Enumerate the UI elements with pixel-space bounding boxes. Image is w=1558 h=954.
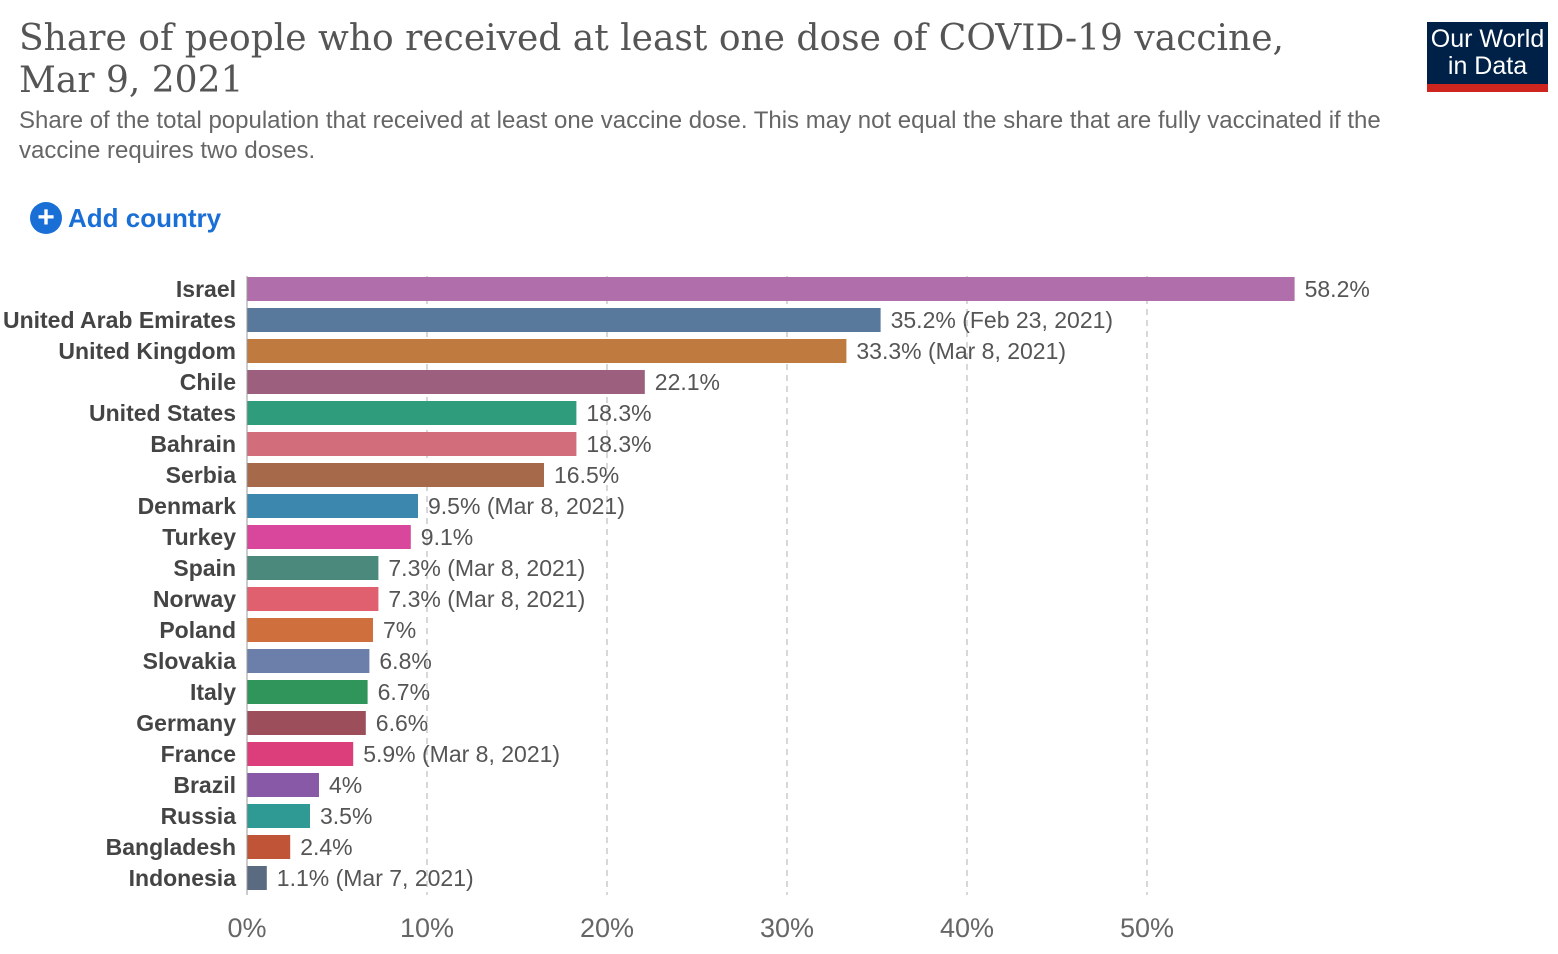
value-label: 33.3% (Mar 8, 2021) — [856, 338, 1066, 364]
bar-united-kingdom — [247, 339, 847, 363]
value-label: 35.2% (Feb 23, 2021) — [891, 307, 1113, 333]
bar-france — [247, 742, 354, 766]
bar-russia — [247, 804, 310, 828]
category-label: Germany — [136, 710, 236, 736]
value-label: 7.3% (Mar 8, 2021) — [388, 586, 585, 612]
bar-spain — [247, 556, 379, 580]
category-label: Brazil — [173, 772, 236, 798]
category-label: United Kingdom — [58, 338, 236, 364]
value-label: 18.3% — [586, 400, 651, 426]
bar-united-states — [247, 401, 577, 425]
value-label: 6.7% — [378, 679, 430, 705]
category-label: United States — [89, 400, 236, 426]
value-label: 16.5% — [554, 462, 619, 488]
value-label: 7.3% (Mar 8, 2021) — [388, 555, 585, 581]
x-tick-label: 20% — [580, 913, 634, 943]
bar-denmark — [247, 494, 418, 518]
category-label: Russia — [161, 803, 237, 829]
bar-israel — [247, 277, 1295, 301]
category-label: Bahrain — [150, 431, 236, 457]
x-tick-label: 30% — [760, 913, 814, 943]
category-label: Norway — [153, 586, 236, 612]
value-label: 22.1% — [655, 369, 720, 395]
bar-italy — [247, 680, 368, 704]
category-label: Denmark — [138, 493, 237, 519]
bar-chile — [247, 370, 645, 394]
category-label: Spain — [173, 555, 236, 581]
x-tick-label: 40% — [940, 913, 994, 943]
category-label: Poland — [159, 617, 236, 643]
value-label: 58.2% — [1305, 276, 1370, 302]
x-tick-label: 50% — [1120, 913, 1174, 943]
category-label: France — [161, 741, 236, 767]
logo-line-2: in Data — [1447, 52, 1528, 80]
category-label: Bangladesh — [106, 834, 236, 860]
bar-bangladesh — [247, 835, 291, 859]
x-tick-label: 0% — [227, 913, 266, 943]
value-label: 9.5% (Mar 8, 2021) — [428, 493, 625, 519]
owid-logo[interactable]: Our World in Data — [1427, 22, 1548, 92]
value-label: 4% — [329, 772, 362, 798]
value-label: 5.9% (Mar 8, 2021) — [363, 741, 560, 767]
value-label: 1.1% (Mar 7, 2021) — [277, 865, 474, 891]
category-label: Turkey — [162, 524, 236, 550]
chart-title: Share of people who received at least on… — [19, 18, 1284, 101]
value-label: 18.3% — [586, 431, 651, 457]
bar-bahrain — [247, 432, 577, 456]
value-label: 3.5% — [320, 803, 372, 829]
category-label: Chile — [180, 369, 236, 395]
category-label: Israel — [176, 276, 236, 302]
bar-brazil — [247, 773, 319, 797]
value-label: 6.8% — [379, 648, 431, 674]
value-label: 9.1% — [421, 524, 473, 550]
category-label: Italy — [190, 679, 236, 705]
bar-turkey — [247, 525, 411, 549]
bar-indonesia — [247, 866, 267, 890]
value-label: 7% — [383, 617, 416, 643]
bar-poland — [247, 618, 373, 642]
bar-serbia — [247, 463, 544, 487]
logo-line-1: Our World — [1430, 25, 1545, 53]
category-label: Serbia — [166, 462, 237, 488]
category-label: Slovakia — [143, 648, 237, 674]
value-label: 2.4% — [300, 834, 352, 860]
bar-norway — [247, 587, 379, 611]
bar-slovakia — [247, 649, 370, 673]
x-tick-label: 10% — [400, 913, 454, 943]
bar-germany — [247, 711, 366, 735]
add-country-label: Add country — [68, 202, 222, 233]
plus-circle-icon: + — [30, 202, 62, 234]
category-label: United Arab Emirates — [3, 307, 236, 333]
chart-subtitle: Share of the total population that recei… — [19, 107, 1381, 164]
category-label: Indonesia — [129, 865, 237, 891]
add-country-button[interactable]: + Add country — [30, 202, 221, 234]
value-label: 6.6% — [376, 710, 428, 736]
bar-united-arab-emirates — [247, 308, 881, 332]
